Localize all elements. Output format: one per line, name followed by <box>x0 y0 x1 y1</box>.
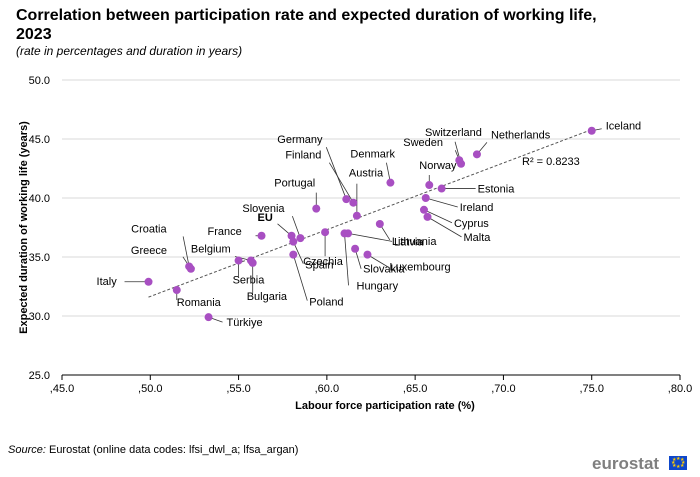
leader-line <box>423 209 453 224</box>
point-label: Croatia <box>131 223 167 235</box>
data-point <box>472 150 481 159</box>
data-point <box>351 244 360 253</box>
point-label: Bulgaria <box>247 291 288 303</box>
leader-line <box>182 236 190 267</box>
point-label: Serbia <box>233 275 266 287</box>
data-point <box>248 258 257 267</box>
point-label: EU <box>258 212 273 224</box>
data-point <box>186 264 195 273</box>
leader-line <box>347 233 393 242</box>
data-point <box>425 181 434 190</box>
data-point <box>144 277 153 286</box>
point-label: Iceland <box>606 121 641 133</box>
y-tick-label: 35.0 <box>29 252 50 264</box>
point-label: Finland <box>285 150 321 162</box>
leader-line <box>344 233 349 286</box>
point-label: Lithuania <box>392 236 438 248</box>
trendline <box>148 129 592 298</box>
source-note: Source: Eurostat (online data codes: lfs… <box>8 444 298 456</box>
y-tick-label: 40.0 <box>29 193 50 205</box>
leader-line <box>292 241 304 264</box>
point-label: Germany <box>277 134 323 146</box>
point-label: Greece <box>131 245 167 257</box>
point-label: Türkiye <box>227 317 263 329</box>
source-prefix: Source: <box>8 444 46 456</box>
eu-flag-icon: ★ ★ ★ ★ ★ ★ ★ ★ <box>669 456 687 470</box>
point-label: Luxembourg <box>389 262 450 274</box>
scatter-chart: 25.0 30.0 35.0 40.0 45.0 50.0 ,45.0 ,50.0 ,55.0,… <box>18 75 692 412</box>
data-point <box>321 228 330 237</box>
data-point <box>349 198 358 207</box>
y-tick-label: 25.0 <box>29 370 50 382</box>
x-tick-label: ,70.0 <box>491 383 515 395</box>
point-label: Slovenia <box>242 203 285 215</box>
data-point <box>386 178 395 187</box>
point-label: Norway <box>419 160 457 172</box>
point-label: Czechia <box>303 256 344 268</box>
data-point <box>289 237 298 246</box>
r-squared-label: R² = 0.8233 <box>522 156 580 168</box>
leader-line <box>325 147 347 200</box>
y-tick-label: 45.0 <box>29 134 50 146</box>
data-point <box>423 212 432 221</box>
point-label: Ireland <box>460 202 494 214</box>
data-point <box>352 211 361 220</box>
x-tick-label: ,75.0 <box>579 383 603 395</box>
chart-subtitle: (rate in percentages and duration in yea… <box>16 44 243 58</box>
x-tick-label: ,60.0 <box>315 383 339 395</box>
point-label: Belgium <box>191 244 231 256</box>
data-point <box>204 313 213 322</box>
data-point <box>437 184 446 193</box>
point-label: Sweden <box>403 137 443 149</box>
logo-text: eurostat <box>592 454 660 473</box>
leader-line <box>328 162 354 203</box>
x-tick-label: ,50.0 <box>138 383 162 395</box>
point-label: Netherlands <box>491 129 551 141</box>
point-label: Poland <box>309 297 343 309</box>
y-tick-label: 50.0 <box>29 75 50 87</box>
data-point <box>289 250 298 259</box>
data-point <box>375 219 384 228</box>
data-point <box>455 156 464 165</box>
point-label: Romania <box>177 297 222 309</box>
y-tick-label: 30.0 <box>29 311 50 323</box>
eurostat-logo: eurostat ★ ★ ★ ★ ★ ★ ★ ★ <box>592 454 692 474</box>
data-point <box>340 229 349 238</box>
leader-line <box>292 254 308 301</box>
data-point <box>419 205 428 214</box>
x-axis-title: Labour force participation rate (%) <box>295 400 475 412</box>
point-label: Estonia <box>478 184 516 196</box>
point-label: Latvia <box>394 236 424 248</box>
chart-title: Correlation between participation rate a… <box>16 7 597 43</box>
data-point <box>421 194 430 202</box>
point-label: France <box>208 226 242 238</box>
data-point <box>312 204 321 213</box>
y-axis-title: Expected duration of working life (years… <box>18 121 30 334</box>
point-label: Austria <box>349 168 384 180</box>
point-label: Denmark <box>350 149 395 161</box>
leader-line <box>427 216 462 238</box>
x-tick-label: ,45.0 <box>50 383 74 395</box>
data-point <box>234 256 243 265</box>
x-tick-label: ,80.0 <box>668 383 692 395</box>
point-label: Portugal <box>274 178 315 190</box>
point-label: Switzerland <box>425 127 482 139</box>
data-point <box>257 231 266 240</box>
data-point <box>342 195 351 204</box>
point-label: Slovakia <box>363 264 405 276</box>
source-text: Eurostat (online data codes: lfsi_dwl_a;… <box>45 444 299 456</box>
data-point <box>172 286 181 295</box>
x-tick-label: ,65.0 <box>403 383 427 395</box>
data-point <box>296 234 305 243</box>
data-point <box>587 126 596 135</box>
point-label: Hungary <box>357 280 399 292</box>
point-label: Italy <box>97 276 118 288</box>
x-tick-label: ,55.0 <box>226 383 250 395</box>
leader-line <box>425 197 458 208</box>
point-label: Cyprus <box>454 218 489 230</box>
data-point <box>363 250 372 259</box>
point-label: Malta <box>464 232 492 244</box>
point-label: Spain <box>305 260 333 272</box>
